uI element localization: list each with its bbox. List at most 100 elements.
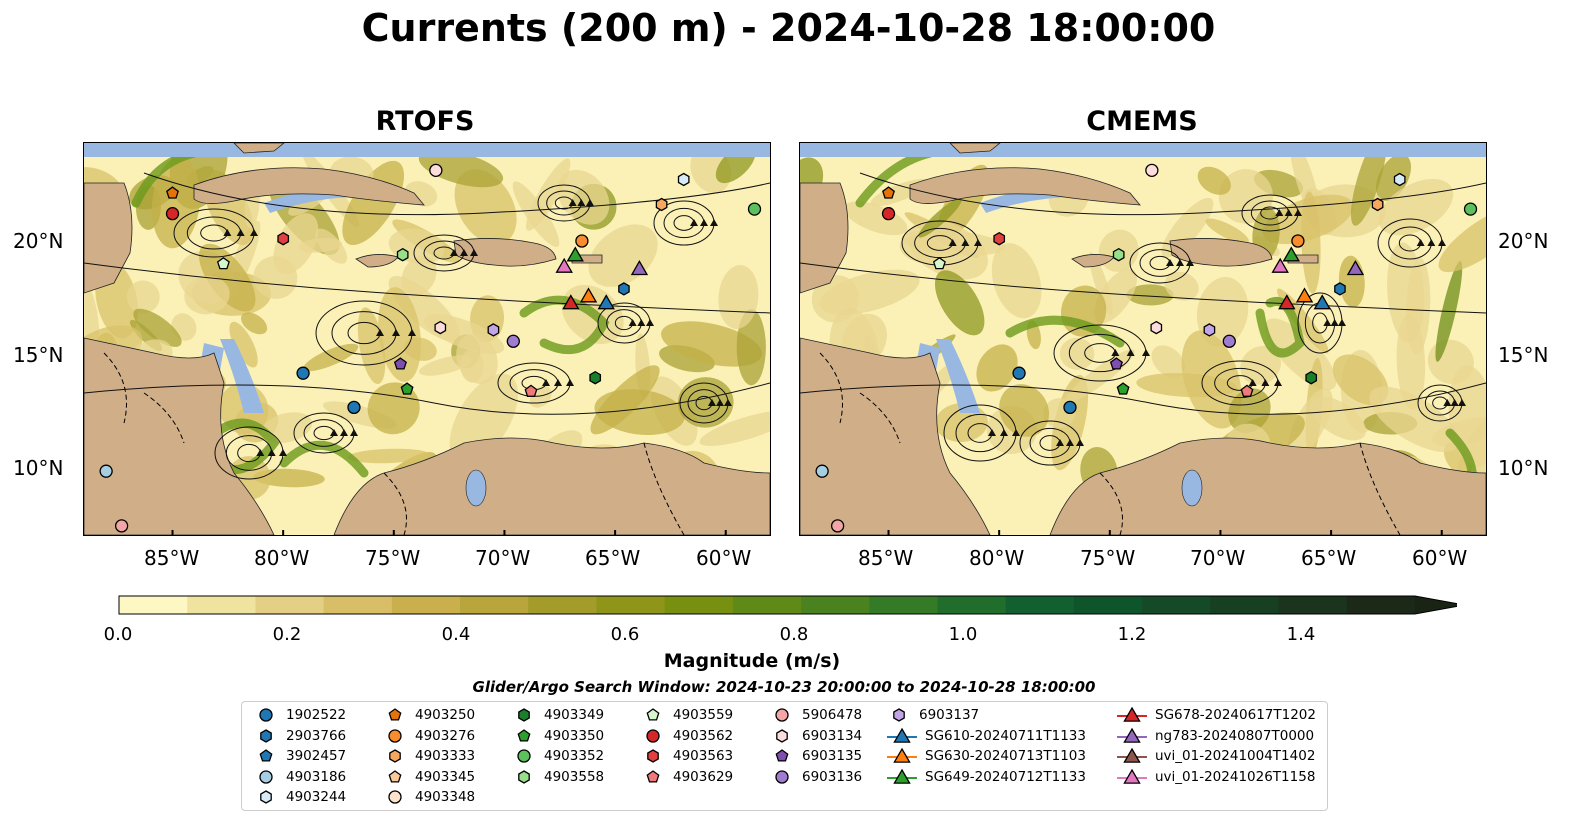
observation-marker-SG678-20240617T1202 (562, 294, 580, 310)
current-magnitude-patch (273, 213, 319, 274)
observation-marker-4903333 (1371, 197, 1384, 212)
observation-marker-5906478 (114, 519, 129, 533)
streamline-arrow (710, 219, 718, 226)
legend-item: 4903345 (381, 767, 475, 787)
central-america-land (800, 337, 991, 535)
colorbar-tick-label: 0.6 (610, 624, 640, 645)
streamline (143, 172, 770, 216)
legend-circle-icon (517, 749, 531, 763)
shelf-water (220, 339, 264, 413)
legend-marker-icon (388, 708, 402, 721)
current-magnitude-patch (126, 280, 160, 314)
colorbar-segment (664, 596, 734, 614)
streamline-arrow (256, 449, 265, 456)
current-magnitude-patch (843, 201, 908, 236)
streamline-arrow (554, 379, 562, 386)
legend-item: SG630-20240713T1103 (885, 746, 1086, 766)
streamline-arrow (1284, 209, 1293, 216)
streamline-arrow (724, 399, 732, 406)
observation-marker-uvi_01-20241026T1158 (555, 257, 573, 273)
legend-marker-icon (775, 749, 789, 762)
legend-label: 6903136 (802, 768, 863, 785)
legend-item: 4903250 (381, 705, 475, 725)
legend-label: 4903244 (286, 789, 347, 805)
colorbar (118, 595, 1457, 615)
legend-marker-icon (1117, 747, 1147, 763)
observation-marker-2903766 (618, 282, 630, 296)
observation-marker-1902522 (347, 400, 361, 415)
legend-item: 4903276 (381, 726, 475, 746)
legend-item: 3902457 (252, 746, 346, 766)
cuba-land (193, 167, 425, 206)
legend-marker-icon (647, 749, 659, 763)
streamline (84, 262, 770, 314)
streamline (84, 382, 770, 415)
lon-tick-label: 65°W (1301, 546, 1357, 570)
legend-marker-icon (887, 747, 917, 763)
legend-label: 4903250 (415, 707, 476, 723)
legend-label: 4903348 (415, 789, 476, 805)
panel-title-cmems: CMEMS (1086, 106, 1198, 137)
lon-tick-label: 85°W (144, 546, 200, 570)
legend-pentagon-icon (646, 708, 660, 721)
observation-marker-SG649-20240712T1133 (1282, 246, 1300, 262)
observation-marker-ng783-20240807T0000 (630, 259, 649, 276)
legend-marker-icon (388, 728, 402, 743)
observation-marker-SG610-20240711T1133 (597, 294, 615, 310)
current-magnitude-patch (1228, 388, 1271, 433)
streamline (859, 172, 1486, 216)
legend-item: 4903629 (639, 767, 733, 787)
lon-tick-label: 75°W (1080, 546, 1136, 570)
legend-marker-icon (259, 749, 273, 762)
cuba-land (909, 167, 1141, 206)
legend-label: 4903349 (544, 707, 605, 723)
current-magnitude-patch (347, 448, 430, 464)
streamline-arrow (1176, 259, 1184, 266)
colorbar-tick-label: 0.8 (779, 624, 809, 645)
current-magnitude-patch (525, 158, 571, 231)
observation-marker-1902522 (1012, 366, 1026, 380)
current-magnitude-patch (229, 321, 258, 368)
current-magnitude-patch (1205, 218, 1249, 244)
colorbar-segment (937, 596, 1007, 614)
legend-marker-icon (646, 708, 660, 721)
current-magnitude-patch (699, 410, 770, 447)
colorbar-segment (391, 596, 461, 614)
country-border (643, 442, 685, 535)
current-magnitude-patch (1369, 386, 1459, 452)
current-magnitude-patch (315, 228, 348, 264)
observation-marker-6903134 (1150, 320, 1163, 335)
streamline-arrow (948, 239, 957, 246)
observation-marker-1902522 (1063, 400, 1077, 415)
streamline-arrow (460, 249, 468, 256)
current-magnitude-patch (736, 309, 766, 386)
legend-marker-icon (1117, 727, 1147, 743)
legend-marker-icon (388, 790, 402, 804)
streamline-arrow (267, 449, 276, 456)
legend-label: 6903134 (802, 727, 863, 744)
observation-marker-SG678-20240617T1202 (1278, 294, 1296, 310)
central-america-land (84, 337, 275, 535)
lat-tick-label: 20°N (13, 229, 64, 253)
observation-marker-4903244 (677, 172, 690, 187)
streamline-arrow (1443, 399, 1452, 406)
legend-circle-icon (775, 708, 789, 722)
legend-hexagon-icon (893, 708, 905, 722)
legend-circle-icon (646, 728, 660, 743)
colorbar-extend-arrow (1414, 596, 1457, 614)
map-panel-cmems (799, 142, 1487, 536)
streamline-arrow (1261, 379, 1270, 386)
lat-tick-label: 15°N (1498, 343, 1549, 367)
lon-tick-label: 80°W (969, 546, 1025, 570)
current-magnitude-patch (976, 344, 1018, 392)
current-magnitude-patch (1240, 345, 1281, 385)
streamline-arrow (974, 239, 982, 246)
colorbar-segment (1142, 596, 1211, 614)
legend-item: 4903350 (510, 726, 604, 746)
current-magnitude-patch (677, 377, 734, 428)
legend-circle-icon (388, 790, 402, 804)
strong-current-band (279, 440, 369, 478)
shelf-water (936, 339, 980, 413)
colorbar-segment (1346, 596, 1416, 614)
lon-tick-label: 60°W (1412, 546, 1468, 570)
